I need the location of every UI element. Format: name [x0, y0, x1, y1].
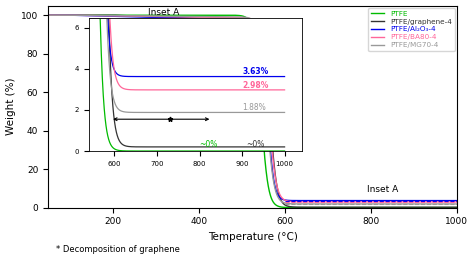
- PTFE: [454, 206, 460, 209]
- Line: PTFE/BA80-4: PTFE/BA80-4: [48, 15, 457, 202]
- PTFE/graphene-4: [454, 206, 460, 209]
- PTFE/graphene-4: [311, 206, 317, 209]
- PTFE/BA80-4: [454, 200, 460, 203]
- Legend: PTFE, PTFE/graphene-4, PTFE/Al₂O₃-4, PTFE/BA80-4, PTFE/MG70-4: PTFE, PTFE/graphene-4, PTFE/Al₂O₃-4, PTF…: [368, 8, 455, 51]
- Text: * Decomposition of graphene: * Decomposition of graphene: [56, 245, 180, 254]
- PTFE/MG70-4: [350, 202, 356, 205]
- PTFE/MG70-4: [382, 202, 387, 205]
- PTFE/Al₂O₃-4: [311, 199, 317, 202]
- PTFE/MG70-4: [406, 202, 412, 205]
- PTFE/BA80-4: [311, 200, 317, 203]
- PTFE/graphene-4: [201, 17, 207, 20]
- Line: PTFE: PTFE: [48, 15, 457, 207]
- Line: PTFE/graphene-4: PTFE/graphene-4: [48, 15, 457, 207]
- PTFE/graphene-4: [291, 205, 296, 208]
- PTFE/Al₂O₃-4: [454, 199, 460, 202]
- PTFE/Al₂O₃-4: [350, 199, 356, 202]
- X-axis label: Temperature (°C): Temperature (°C): [208, 232, 298, 242]
- PTFE/BA80-4: [406, 200, 411, 203]
- PTFE: [382, 206, 387, 209]
- Line: PTFE/MG70-4: PTFE/MG70-4: [48, 15, 457, 204]
- PTFE/BA80-4: [291, 200, 296, 203]
- PTFE/Al₂O₃-4: [119, 15, 125, 18]
- PTFE/MG70-4: [311, 202, 317, 205]
- PTFE/BA80-4: [382, 200, 387, 203]
- PTFE/Al₂O₃-4: [201, 17, 207, 20]
- PTFE/MG70-4: [454, 202, 460, 205]
- PTFE/MG70-4: [119, 14, 125, 17]
- Y-axis label: Weight (%): Weight (%): [6, 78, 16, 135]
- PTFE/MG70-4: [45, 14, 51, 17]
- PTFE/MG70-4: [291, 202, 296, 205]
- PTFE: [311, 206, 317, 209]
- PTFE: [350, 206, 356, 209]
- PTFE/Al₂O₃-4: [387, 199, 393, 202]
- Line: PTFE/Al₂O₃-4: PTFE/Al₂O₃-4: [48, 15, 457, 200]
- PTFE/graphene-4: [382, 206, 387, 209]
- PTFE/graphene-4: [119, 14, 125, 17]
- PTFE/Al₂O₃-4: [291, 199, 296, 202]
- PTFE/Al₂O₃-4: [382, 199, 387, 202]
- PTFE/BA80-4: [201, 16, 207, 19]
- PTFE: [291, 206, 296, 209]
- PTFE/BA80-4: [45, 14, 51, 17]
- PTFE/graphene-4: [45, 14, 51, 17]
- PTFE/BA80-4: [350, 200, 356, 203]
- PTFE: [201, 14, 207, 17]
- Text: Inset A: Inset A: [366, 185, 398, 194]
- PTFE/MG70-4: [201, 15, 207, 18]
- PTFE: [119, 14, 125, 17]
- PTFE/BA80-4: [119, 15, 125, 18]
- PTFE/Al₂O₃-4: [45, 14, 51, 17]
- PTFE/graphene-4: [350, 206, 356, 209]
- PTFE/graphene-4: [416, 206, 422, 209]
- PTFE: [45, 14, 51, 17]
